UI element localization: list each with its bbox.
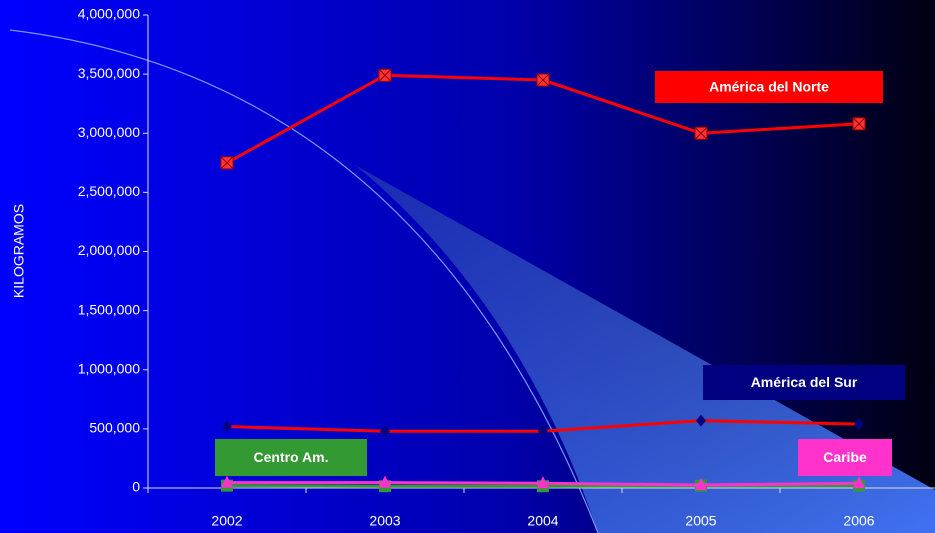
y-tick-label: 3,500,000 <box>78 65 140 81</box>
y-tick-label: 500,000 <box>89 420 140 436</box>
y-tick-label: 0 <box>132 479 140 495</box>
marker <box>696 414 706 427</box>
marker <box>220 156 234 170</box>
decor-swoosh <box>355 165 935 533</box>
x-tick-label: 2005 <box>685 513 716 529</box>
marker <box>695 478 707 491</box>
marker <box>536 73 550 87</box>
marker-x <box>852 117 866 131</box>
y-axis-label: KILOGRAMOS <box>11 204 27 298</box>
marker <box>537 476 549 489</box>
marker <box>222 420 232 433</box>
marker-x <box>378 68 392 82</box>
marker <box>380 425 390 438</box>
marker <box>538 425 548 438</box>
marker <box>379 475 391 488</box>
x-tick-label: 2002 <box>211 513 242 529</box>
series-label: América del Sur <box>751 374 858 390</box>
series-label: Centro Am. <box>254 449 329 465</box>
series-label-box <box>215 439 367 476</box>
x-tick-label: 2004 <box>527 513 558 529</box>
y-tick-label: 1,500,000 <box>78 301 140 317</box>
series-label-box <box>655 71 883 103</box>
marker <box>378 68 392 82</box>
y-tick-label: 3,000,000 <box>78 124 140 140</box>
y-tick-label: 4,000,000 <box>78 6 140 22</box>
y-tick-label: 2,500,000 <box>78 183 140 199</box>
marker-x <box>220 156 234 170</box>
y-tick-label: 1,000,000 <box>78 360 140 376</box>
marker-x <box>536 73 550 87</box>
marker <box>221 475 233 488</box>
decor-curve <box>9 29 599 533</box>
series-label-box <box>703 365 905 400</box>
x-tick-label: 2003 <box>369 513 400 529</box>
marker-x <box>694 126 708 140</box>
y-tick-label: 2,000,000 <box>78 242 140 258</box>
marker <box>694 126 708 140</box>
x-tick-label: 2006 <box>843 513 874 529</box>
marker <box>852 117 866 131</box>
series-label: Caribe <box>823 449 867 465</box>
series-label: América del Norte <box>709 79 829 95</box>
series-label-box <box>798 439 892 476</box>
marker <box>854 418 864 431</box>
marker <box>853 476 865 489</box>
